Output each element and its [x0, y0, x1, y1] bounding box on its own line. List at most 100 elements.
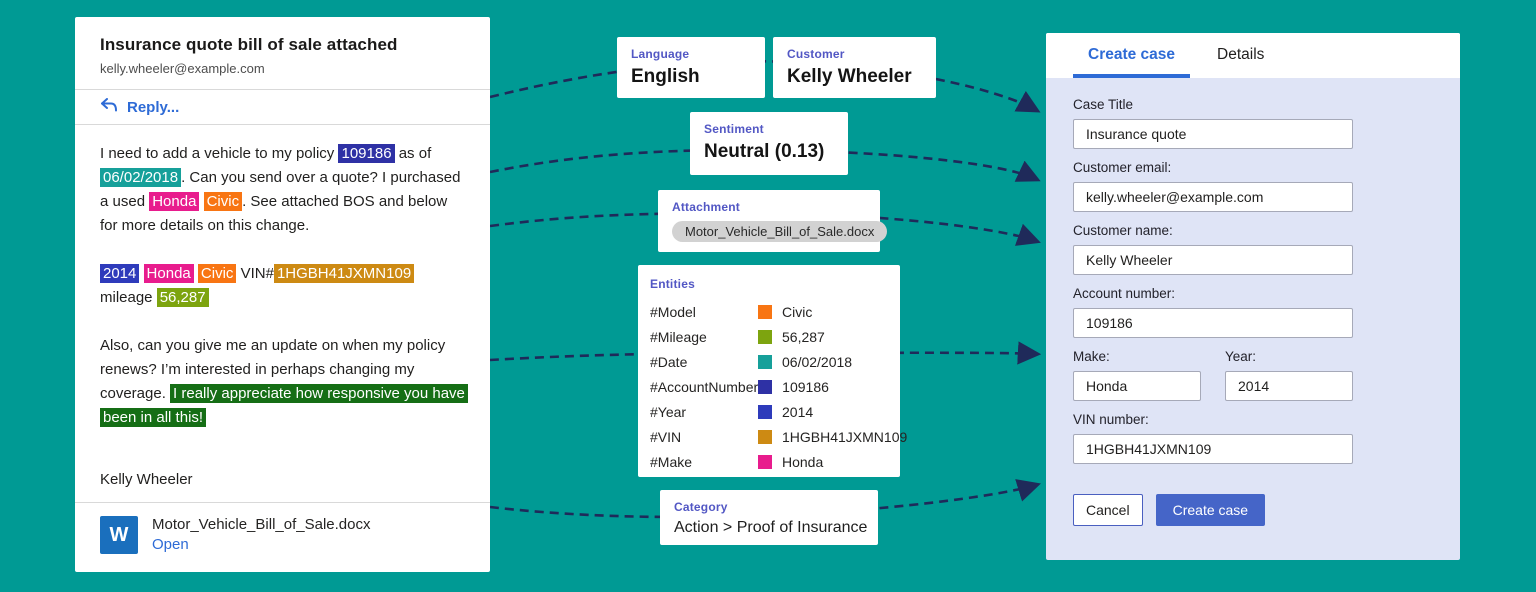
entity-highlight-model: Civic: [203, 192, 243, 211]
entity-highlight-accountNumber: 109186: [338, 144, 395, 163]
entity-color-swatch: [758, 354, 772, 369]
entities-card-label: Entities: [650, 277, 695, 291]
category-card-value: Action > Proof of Insurance: [674, 519, 868, 536]
language-card-label: Language: [631, 47, 690, 61]
customer-card-label: Customer: [787, 47, 845, 61]
sentiment-card: Sentiment Neutral (0.13): [690, 112, 848, 175]
entity-row: #Mileage 56,287: [650, 324, 888, 349]
entity-row: #VIN 1HGBH41JXMN109: [650, 424, 907, 449]
entity-value: 1HGBH41JXMN109: [782, 428, 908, 445]
entity-color-swatch: [758, 429, 772, 444]
attachment-open-link[interactable]: Open: [152, 536, 189, 553]
email-paragraph: 2014 Honda Civic VIN# 1HGBH41JXMN109 mile…: [100, 262, 468, 310]
tab-create-case[interactable]: Create case: [1073, 33, 1191, 78]
email-text: . Can you send over a quote? I purchased…: [100, 169, 461, 210]
entity-color-swatch: [758, 404, 772, 419]
attachment-chip: Motor_Vehicle_Bill_of_Sale.docx: [672, 221, 888, 242]
email-body: I need to add a vehicle to my policy 109…: [75, 125, 490, 492]
customer-card-value: Kelly Wheeler: [787, 66, 912, 87]
customer-email-label: Customer email:: [1073, 160, 1172, 175]
entity-highlight-make: Honda: [143, 264, 194, 283]
email-text: mileage: [100, 289, 157, 306]
vin-input[interactable]: [1073, 434, 1353, 464]
entity-name: #Mileage: [650, 328, 707, 345]
field-customer-email: Customer email:: [1073, 160, 1433, 212]
field-account-number: Account number:: [1073, 286, 1433, 338]
divider: [75, 502, 490, 503]
entity-row: #Make Honda: [650, 449, 888, 474]
account-number-input[interactable]: [1073, 308, 1353, 338]
email-text: . See attached BOS and below for more de…: [100, 193, 448, 234]
entity-row: #Year 2014: [650, 399, 888, 424]
reply-button[interactable]: Reply...: [75, 90, 490, 124]
email-text: VIN#: [236, 265, 274, 282]
entity-row: #Model Civic: [650, 299, 888, 324]
entity-name: #Model: [650, 303, 696, 320]
email-paragraph: I need to add a vehicle to my policy 109…: [100, 142, 468, 238]
entity-highlight-year: 2014: [100, 264, 140, 283]
entity-name: #AccountNumber: [650, 378, 759, 395]
attachment-filename: Motor_Vehicle_Bill_of_Sale.docx: [152, 516, 371, 533]
customer-name-label: Customer name:: [1073, 223, 1173, 238]
case-panel-tabs: Create case Details: [1046, 33, 1460, 78]
create-case-panel: Create case Details Case Title Customer …: [1046, 33, 1460, 560]
email-paragraph: Also, can you give me an update on when …: [100, 334, 468, 430]
field-year: Year:: [1225, 338, 1353, 401]
email-subject: Insurance quote bill of sale attached: [100, 35, 398, 54]
entities-list: #Model Civic #Mileage 56,287 #Date 06/02/2018…: [650, 299, 907, 474]
year-input[interactable]: [1225, 371, 1353, 401]
entity-color-swatch: [758, 329, 772, 344]
make-label: Make:: [1073, 349, 1110, 364]
case-title-input[interactable]: [1073, 119, 1353, 149]
email-body-paragraphs: I need to add a vehicle to my policy 109…: [100, 142, 468, 430]
field-customer-name: Customer name:: [1073, 223, 1433, 275]
entity-value: Civic: [782, 303, 813, 320]
entity-name: #VIN: [650, 428, 682, 445]
entity-color-swatch: [758, 454, 772, 469]
email-text: I need to add a vehicle to my policy: [100, 145, 339, 162]
divider: [75, 124, 490, 125]
sentiment-card-value: Neutral (0.13): [704, 141, 825, 162]
entity-highlight-model: Civic: [197, 264, 237, 283]
customer-name-input[interactable]: [1073, 245, 1353, 275]
entity-row: #AccountNumber 109186: [650, 374, 888, 399]
vin-label: VIN number:: [1073, 412, 1149, 427]
entity-color-swatch: [758, 379, 773, 394]
email-text: Also, can you give me an update on when …: [100, 337, 446, 402]
entity-row: #Date 06/02/2018: [650, 349, 888, 374]
case-title-label: Case Title: [1073, 97, 1134, 112]
entities-card: Entities #Model Civic #Mileage 56,287 #Date 0…: [638, 265, 907, 477]
entity-value: 56,287: [782, 328, 825, 345]
customer-email-input[interactable]: [1073, 182, 1353, 212]
tab-details[interactable]: Details: [1217, 45, 1265, 63]
entity-value: Honda: [782, 453, 824, 470]
entity-value: 109186: [782, 378, 829, 395]
customer-card: Customer Kelly Wheeler: [773, 37, 936, 98]
attachment-card-label: Attachment: [672, 200, 741, 214]
email-signature: Kelly Wheeler: [100, 471, 193, 488]
cancel-button[interactable]: Cancel: [1073, 494, 1143, 526]
entity-highlight-mileage: 56,287: [156, 288, 209, 307]
year-label: Year:: [1225, 349, 1257, 364]
create-case-button[interactable]: Create case: [1155, 494, 1266, 526]
reply-label: Reply...: [127, 98, 180, 116]
sentiment-card-label: Sentiment: [704, 122, 764, 136]
category-card-label: Category: [674, 500, 728, 514]
email-text: as of: [394, 145, 432, 162]
attachment-card: Attachment Motor_Vehicle_Bill_of_Sale.do…: [658, 190, 888, 252]
entity-color-swatch: [758, 304, 772, 319]
email-text: [199, 193, 203, 210]
entity-highlight-make: Honda: [149, 192, 200, 211]
entity-name: #Year: [650, 403, 687, 420]
email-panel: Insurance quote bill of sale attached ke…: [75, 17, 490, 572]
email-from-address: kelly.wheeler@example.com: [100, 61, 265, 76]
attachment-row: W Motor_Vehicle_Bill_of_Sale.docx Open: [75, 503, 490, 572]
entity-value: 06/02/2018: [782, 353, 853, 370]
entity-highlight-date: 06/02/2018: [100, 168, 182, 187]
word-file-icon: W: [100, 516, 138, 554]
category-card: Category Action > Proof of Insurance: [660, 490, 878, 545]
field-vin: VIN number:: [1073, 412, 1433, 464]
language-card-value: English: [631, 66, 700, 87]
make-input[interactable]: [1073, 371, 1201, 401]
